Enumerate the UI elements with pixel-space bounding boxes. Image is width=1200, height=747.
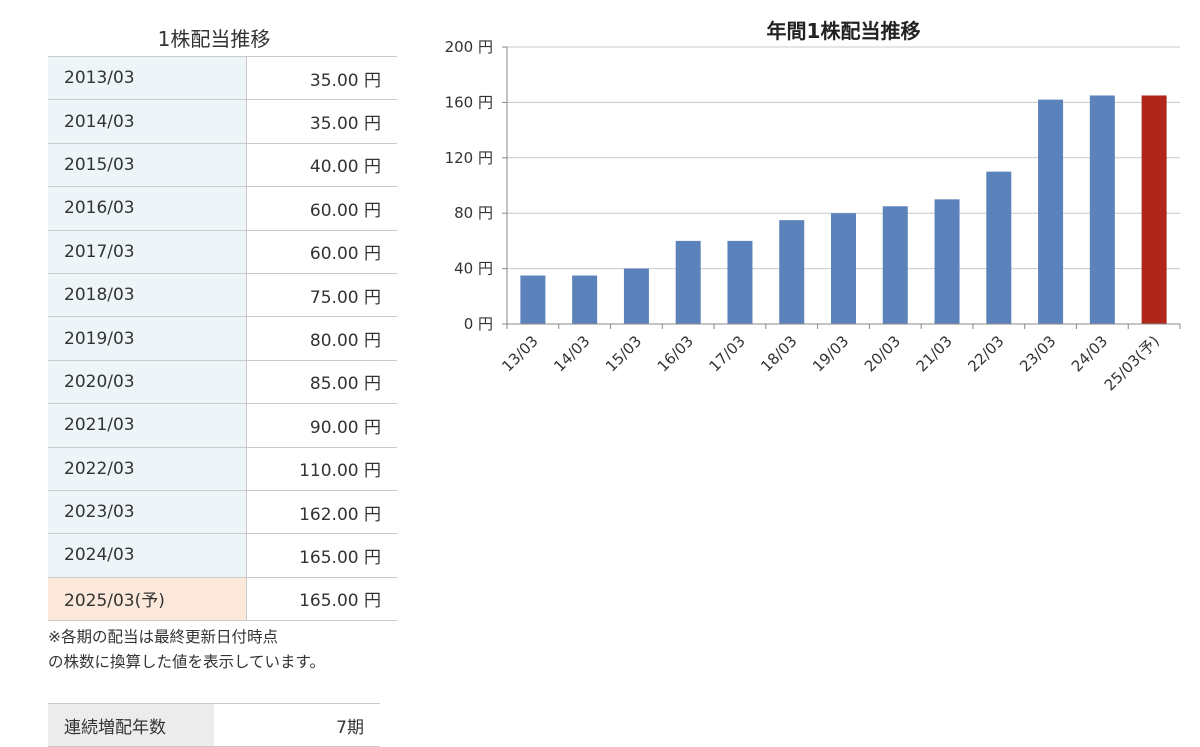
x-tick-label: 15/03	[602, 332, 645, 375]
row-amount: 110.00 円	[246, 446, 397, 491]
table-row: 2017/03 60.00 円	[48, 229, 397, 274]
table-row: 2025/03(予) 165.00 円	[48, 576, 397, 622]
dividend-streak-table: 連続増配年数 7期	[48, 703, 380, 747]
bar-22-03	[986, 171, 1012, 324]
bar-24-03	[1089, 95, 1115, 324]
row-amount: 75.00 円	[246, 272, 397, 318]
bar-20-03	[882, 206, 908, 324]
x-tick-label: 24/03	[1068, 332, 1111, 375]
row-period: 2020/03	[48, 359, 247, 405]
note-line-1: ※各期の配当は最終更新日付時点	[48, 628, 278, 647]
bar-16-03	[675, 240, 701, 324]
table-row: 2024/03 165.00 円	[48, 533, 397, 578]
row-amount: 60.00 円	[246, 229, 397, 274]
row-amount: 85.00 円	[246, 359, 397, 405]
row-amount: 165.00 円	[246, 576, 397, 622]
x-tick-label: 21/03	[913, 332, 956, 375]
table-row: 2013/03 35.00 円	[48, 55, 397, 101]
row-period: 2016/03	[48, 186, 247, 231]
table-row: 2021/03 90.00 円	[48, 403, 397, 448]
y-tick-label: 200 円	[445, 38, 493, 56]
table-row: 2023/03 162.00 円	[48, 489, 397, 535]
bar-18-03	[779, 220, 805, 324]
x-tick-label: 20/03	[861, 332, 904, 375]
bar-14-03	[572, 275, 598, 324]
x-tick-label: 13/03	[498, 332, 541, 375]
row-period: 2017/03	[48, 229, 247, 274]
row-period: 2013/03	[48, 55, 247, 101]
row-period: 2015/03	[48, 142, 247, 188]
x-tick-label: 14/03	[550, 332, 593, 375]
table-row: 2014/03 35.00 円	[48, 99, 397, 144]
row-period: 2021/03	[48, 403, 247, 448]
row-amount: 162.00 円	[246, 489, 397, 535]
row-amount: 90.00 円	[246, 403, 397, 448]
y-tick-label: 120 円	[445, 149, 493, 167]
x-tick-label: 25/03(予)	[1101, 332, 1163, 394]
y-tick-label: 160 円	[445, 93, 493, 111]
dividend-table-panel: 1株配当推移 2013/03 35.00 円 2014/03 35.00 円 2015/…	[48, 22, 397, 747]
bar-25-03---	[1141, 95, 1167, 324]
x-tick-label: 16/03	[654, 332, 697, 375]
row-amount: 60.00 円	[246, 186, 397, 231]
row-period: 2022/03	[48, 446, 247, 491]
streak-value: 7期	[214, 703, 380, 747]
y-tick-label: 40 円	[454, 260, 493, 278]
row-amount: 35.00 円	[246, 99, 397, 144]
x-tick-label: 23/03	[1016, 332, 1059, 375]
row-period: 2024/03	[48, 533, 247, 578]
table-row: 2018/03 75.00 円	[48, 272, 397, 318]
row-amount: 80.00 円	[246, 316, 397, 361]
row-period: 2023/03	[48, 489, 247, 535]
table-note: ※各期の配当は最終更新日付時点 の株数に換算した値を表示しています。	[48, 625, 380, 675]
table-row: 2015/03 40.00 円	[48, 142, 397, 188]
row-amount: 40.00 円	[246, 142, 397, 188]
row-period: 2014/03	[48, 99, 247, 144]
bar-13-03	[520, 275, 546, 324]
row-amount: 35.00 円	[246, 55, 397, 101]
x-tick-label: 22/03	[964, 332, 1007, 375]
table-title: 1株配当推移	[157, 27, 271, 51]
dividend-chart-panel: 年間1株配当推移 0 円 40 円 80 円 120 円 160 円 200 円 13/03 1…	[410, 14, 1190, 434]
note-line-2: の株数に換算した値を表示しています。	[48, 653, 325, 672]
bar-15-03	[623, 268, 649, 324]
table-row: 2020/03 85.00 円	[48, 359, 397, 405]
bar-21-03	[934, 199, 960, 324]
y-tick-label: 0 円	[464, 315, 493, 333]
x-tick-label: 17/03	[705, 332, 748, 375]
bar-23-03	[1038, 99, 1064, 324]
bar-19-03	[831, 213, 856, 324]
streak-row: 連続増配年数 7期	[48, 703, 380, 747]
chart-title: 年間1株配当推移	[767, 19, 921, 43]
streak-label: 連続増配年数	[48, 703, 214, 747]
row-amount: 165.00 円	[246, 533, 397, 578]
table-row: 2016/03 60.00 円	[48, 186, 397, 231]
dividend-table: 2013/03 35.00 円 2014/03 35.00 円 2015/03 40.00…	[48, 55, 397, 622]
row-period: 2025/03(予)	[48, 576, 247, 622]
x-tick-label: 19/03	[809, 332, 852, 375]
table-row: 2019/03 80.00 円	[48, 316, 397, 361]
y-tick-label: 80 円	[454, 204, 493, 222]
table-row: 2022/03 110.00 円	[48, 446, 397, 491]
row-period: 2018/03	[48, 272, 247, 318]
bar-17-03	[727, 240, 753, 324]
row-period: 2019/03	[48, 316, 247, 361]
x-tick-label: 18/03	[757, 332, 800, 375]
